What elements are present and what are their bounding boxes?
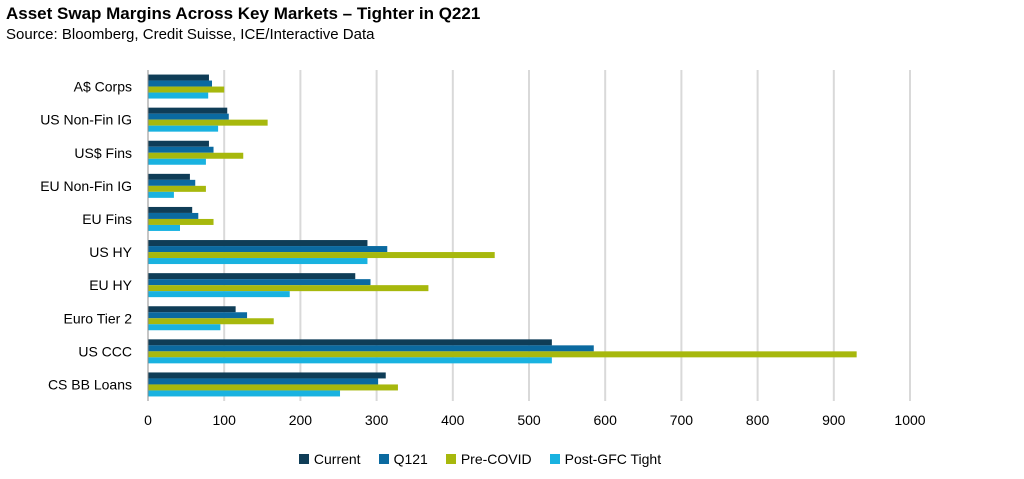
bar [148,258,368,265]
chart-legend: Current Q121 Pre-COVID Post-GFC Tight [0,451,960,467]
x-tick-label: 500 [517,412,541,428]
category-label: EU HY [89,277,132,293]
legend-item-q121: Q121 [378,451,428,467]
legend-swatch-current [298,454,309,464]
bar [148,146,214,153]
legend-label-pre-covid: Pre-COVID [460,451,532,467]
x-tick-label: 400 [441,412,465,428]
category-label: US HY [89,244,132,260]
bar [148,107,228,114]
x-tick-label: 200 [289,412,313,428]
x-tick-label: 1000 [894,412,925,428]
bar [148,378,379,385]
bar [148,140,209,147]
bar [148,179,196,186]
legend-swatch-post-gfc-tight [549,454,560,464]
bar [148,152,244,159]
bar [148,212,199,219]
bar [148,86,225,93]
bar [148,246,388,253]
category-label: EU Non-Fin IG [40,178,132,194]
category-label: CS BB Loans [48,376,132,392]
chart-title: Asset Swap Margins Across Key Markets – … [6,4,481,23]
bar [148,92,209,99]
bar [148,119,268,126]
bar [148,273,356,280]
bar [148,390,341,397]
bar [148,372,386,379]
category-label: US CCC [78,343,132,359]
legend-label-current: Current [313,451,361,467]
bar [148,158,206,165]
bar [148,191,174,198]
bar [148,113,229,120]
bar [148,291,290,298]
legend-swatch-q121 [378,454,389,464]
bar [148,324,221,331]
bar [148,240,368,247]
category-label: EU Fins [82,211,132,227]
bar-chart: 0 100 200 300 400 500 600 700 800 900 1000 A$ Corps… [40,70,926,428]
legend-swatch-pre-covid [445,454,456,464]
legend-label-q121: Q121 [393,451,428,467]
bar [148,351,857,358]
bar [148,173,190,180]
x-tick-label: 0 [144,412,152,428]
category-label: US Non-Fin IG [40,112,132,128]
bar [148,80,213,87]
x-tick-label: 800 [746,412,770,428]
bar [148,312,248,319]
bar [148,125,219,132]
x-tick-label: 100 [213,412,237,428]
legend-item-post-gfc-tight: Post-GFC Tight [549,451,662,467]
x-tick-label: 300 [365,412,389,428]
x-tick-label: 600 [594,412,618,428]
x-tick-label: 900 [822,412,846,428]
bar [148,279,371,286]
bar [148,345,594,352]
bar [148,339,552,346]
chart-subtitle: Source: Bloomberg, Credit Suisse, ICE/In… [6,26,375,43]
bar [148,306,236,313]
legend-item-pre-covid: Pre-COVID [445,451,532,467]
bar [148,206,193,213]
category-label: A$ Corps [74,79,132,95]
bar [148,357,552,364]
bar [148,224,181,231]
bar [148,285,429,292]
category-label: US$ Fins [74,145,132,161]
bar [148,384,398,391]
legend-item-current: Current [298,451,361,467]
legend-label-post-gfc-tight: Post-GFC Tight [564,451,662,467]
bar [148,185,206,192]
category-label: Euro Tier 2 [64,310,133,326]
bar [148,74,209,81]
bar [148,252,495,259]
x-tick-label: 700 [670,412,694,428]
bar [148,318,274,325]
bar [148,218,214,225]
